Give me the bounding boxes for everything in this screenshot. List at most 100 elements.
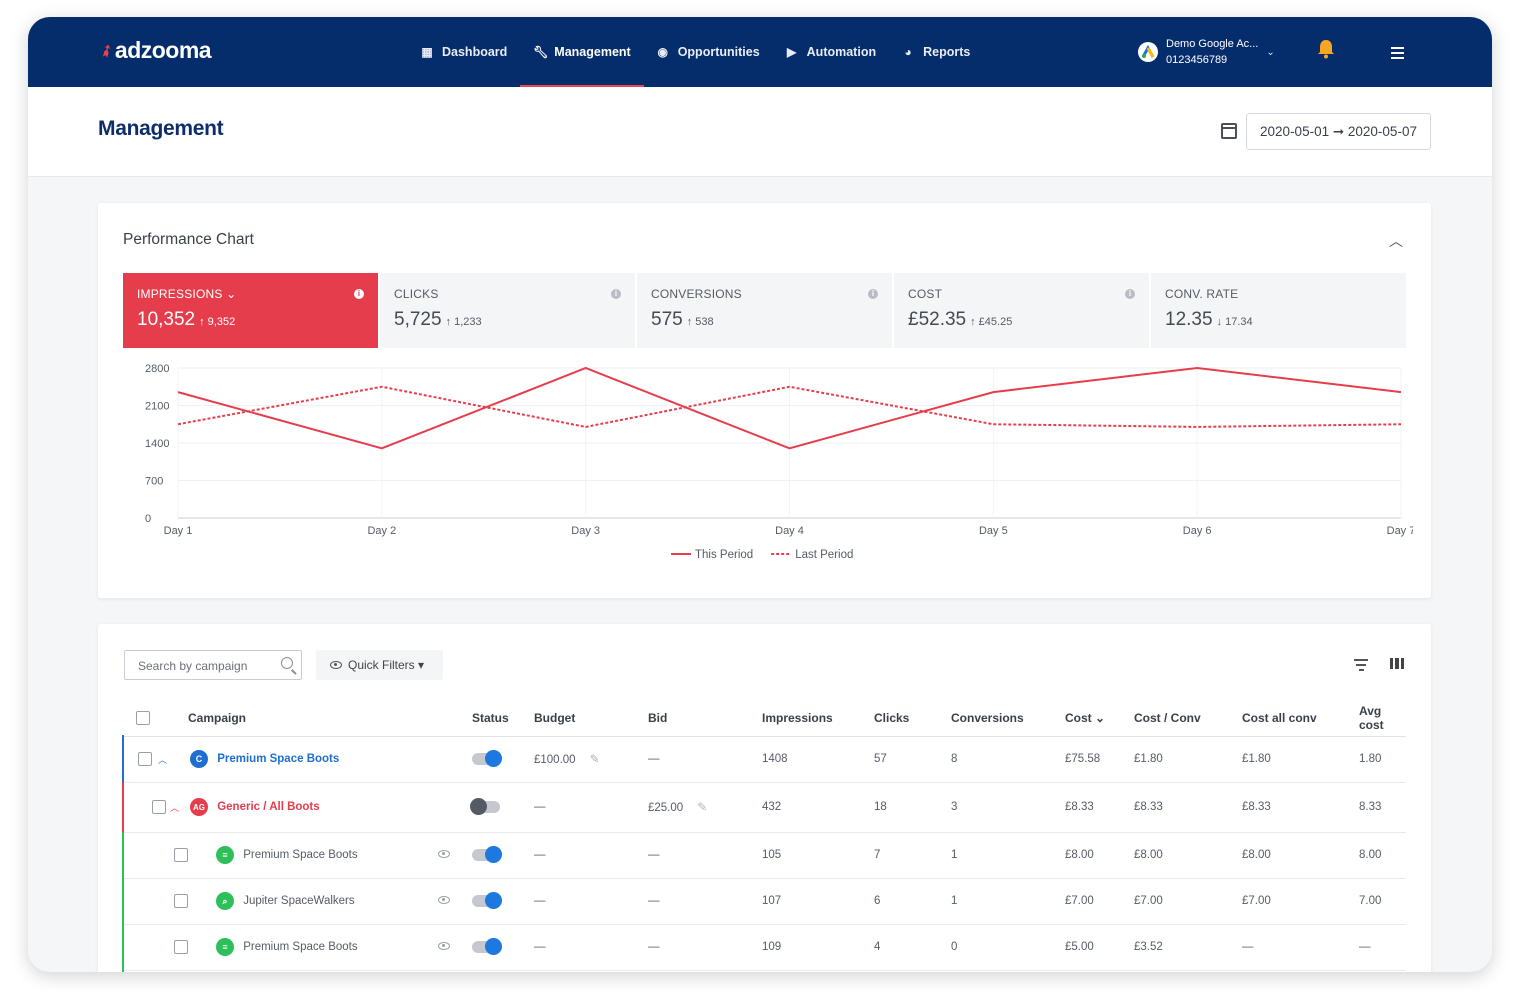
status-toggle[interactable] bbox=[472, 749, 502, 767]
campaign-search-input[interactable]: Search by campaign bbox=[124, 650, 302, 680]
adzooma-logo[interactable]: ➶ adzooma bbox=[97, 37, 212, 64]
hamburger-menu-icon[interactable] bbox=[1391, 47, 1404, 62]
calendar-icon[interactable] bbox=[1221, 123, 1237, 139]
metric-value: 12.35 bbox=[1165, 309, 1213, 330]
clicks-value: 4 bbox=[874, 924, 951, 971]
account-switcher[interactable]: Demo Google Ac... 0123456789 ⌄ bbox=[1138, 36, 1275, 68]
info-icon[interactable]: i bbox=[611, 289, 621, 299]
metric-tab-conversions[interactable]: CONVERSIONS 575 ↑ 538 i bbox=[637, 273, 894, 348]
keyword-name[interactable]: Premium Space Boots bbox=[243, 849, 358, 861]
adgroup-badge: AG bbox=[190, 798, 208, 816]
clicks-value: 6 bbox=[874, 878, 951, 925]
col-avg-cost[interactable]: Avg cost bbox=[1359, 700, 1406, 737]
col-status[interactable]: Status bbox=[472, 700, 534, 737]
logo-text: adzooma bbox=[114, 37, 212, 63]
metric-label: CONVERSIONS bbox=[651, 287, 742, 301]
cost-conv-value: £7.00 bbox=[1134, 878, 1242, 925]
col-bid[interactable]: Bid bbox=[648, 700, 762, 737]
notification-bell-icon[interactable] bbox=[1317, 39, 1337, 61]
campaign-name[interactable]: Premium Space Boots bbox=[217, 753, 340, 765]
nav-management[interactable]: 🔧︎ Management bbox=[520, 17, 645, 87]
cost-conv-value: £3.52 bbox=[1134, 924, 1242, 971]
col-impressions[interactable]: Impressions bbox=[762, 700, 874, 737]
nav-dashboard[interactable]: ▦ Dashboard bbox=[408, 17, 520, 87]
col-campaign[interactable]: Campaign bbox=[188, 700, 472, 737]
row-checkbox[interactable] bbox=[138, 752, 152, 766]
info-icon[interactable]: i bbox=[1125, 289, 1135, 299]
keyword-name[interactable]: Premium Space Boots bbox=[243, 941, 358, 953]
cost-value: £7.00 bbox=[1065, 878, 1134, 925]
col-conversions[interactable]: Conversions bbox=[951, 700, 1065, 737]
metric-label: CLICKS bbox=[394, 287, 439, 301]
status-toggle[interactable] bbox=[472, 845, 502, 863]
reports-icon: ◕ bbox=[904, 45, 912, 59]
bid-value: £25.00 bbox=[648, 802, 684, 814]
col-cost-all-conv[interactable]: Cost all conv bbox=[1242, 700, 1359, 737]
table-row[interactable]: ≡ Premium Space Boots — — 105 7 1 £8.00 … bbox=[124, 832, 1406, 879]
chevron-up-icon[interactable]: ︿ bbox=[158, 754, 168, 765]
table-row[interactable]: ≡ Premium Space Boots — — 109 4 0 £5.00 … bbox=[124, 924, 1406, 971]
campaign-table: Campaign Status Budget Bid Impressions C… bbox=[124, 700, 1406, 971]
nav-automation[interactable]: ▶ Automation bbox=[773, 17, 889, 87]
metric-label: COST bbox=[908, 287, 943, 301]
x-tick-label: Day 4 bbox=[775, 525, 804, 537]
keyword-badge: ⌕ bbox=[216, 892, 234, 910]
top-navbar: ➶ adzooma ▦ Dashboard 🔧︎ Management ◉ Op… bbox=[28, 17, 1492, 87]
chevron-up-icon[interactable]: ︿ bbox=[170, 802, 180, 813]
status-toggle[interactable] bbox=[470, 797, 500, 815]
conversions-value: 1 bbox=[951, 832, 1065, 879]
metric-tab-clicks[interactable]: CLICKS 5,725 ↑ 1,233 i bbox=[380, 273, 637, 348]
y-tick-label: 1400 bbox=[145, 438, 169, 450]
status-toggle[interactable] bbox=[472, 937, 502, 955]
pencil-icon[interactable]: ✎ bbox=[697, 800, 708, 814]
select-all-checkbox[interactable] bbox=[136, 711, 150, 726]
eye-icon[interactable] bbox=[438, 896, 450, 904]
date-range-picker[interactable]: 2020-05-01 ➞ 2020-05-07 bbox=[1246, 113, 1431, 150]
row-checkbox[interactable] bbox=[174, 848, 188, 862]
adgroup-name[interactable]: Generic / All Boots bbox=[217, 801, 320, 813]
metric-tab-conv-rate[interactable]: CONV. RATE 12.35 ↓ 17.34 bbox=[1151, 273, 1406, 348]
metric-value: 10,352 bbox=[137, 309, 196, 330]
quick-filters-button[interactable]: Quick Filters ▾ bbox=[316, 650, 443, 680]
bid-value: — bbox=[648, 878, 762, 925]
keyword-badge: ≡ bbox=[216, 938, 234, 956]
series-line-this-period bbox=[177, 366, 1402, 450]
nav-opportunities[interactable]: ◉ Opportunities bbox=[644, 17, 773, 87]
row-checkbox[interactable] bbox=[174, 894, 188, 908]
metric-label: CONV. RATE bbox=[1165, 287, 1239, 301]
row-checkbox[interactable] bbox=[174, 940, 188, 954]
table-row[interactable]: ︿ AG Generic / All Boots — £25.00 ✎ 432 1… bbox=[124, 782, 1406, 833]
rocket-icon: ➶ bbox=[96, 40, 117, 62]
status-toggle[interactable] bbox=[472, 891, 502, 909]
columns-icon[interactable] bbox=[1390, 658, 1404, 669]
table-row[interactable]: ︿ C Premium Space Boots £100.00 ✎ — 1408 … bbox=[124, 736, 1406, 783]
col-cost-per-conv[interactable]: Cost / Conv bbox=[1134, 700, 1242, 737]
info-icon[interactable]: i bbox=[868, 289, 878, 299]
info-icon[interactable]: i bbox=[354, 289, 364, 299]
metric-tab-cost[interactable]: COST £52.35 ↑ £45.25 i bbox=[894, 273, 1151, 348]
search-icon bbox=[281, 657, 293, 669]
metric-tab-impressions[interactable]: IMPRESSIONS ⌄ 10,352 ↑ 9,352 i bbox=[123, 273, 380, 348]
nav-reports[interactable]: ◕ Reports bbox=[889, 17, 983, 87]
col-cost[interactable]: Cost ⌄ bbox=[1065, 700, 1134, 737]
avg-cost-value: 1.80 bbox=[1359, 736, 1406, 783]
conversions-value: 1 bbox=[951, 878, 1065, 925]
cost-value: £8.00 bbox=[1065, 832, 1134, 879]
row-checkbox[interactable] bbox=[152, 800, 166, 814]
main-nav: ▦ Dashboard 🔧︎ Management ◉ Opportunitie… bbox=[408, 17, 983, 87]
eye-icon[interactable] bbox=[438, 942, 450, 950]
performance-line-chart: 2800 2100 1400 700 0 Day 1 Day 2 Day 3 Day 4 Day … bbox=[145, 363, 1413, 561]
chevron-up-icon[interactable]: ︿ bbox=[1389, 233, 1403, 249]
cost-conv-value: £8.33 bbox=[1134, 782, 1242, 833]
filter-icon[interactable] bbox=[1354, 659, 1368, 674]
conversions-value: 8 bbox=[951, 736, 1065, 783]
col-clicks[interactable]: Clicks bbox=[874, 700, 951, 737]
eye-icon[interactable] bbox=[438, 850, 450, 858]
impressions-value: 105 bbox=[762, 832, 874, 879]
x-tick-label: Day 5 bbox=[979, 525, 1008, 537]
col-budget[interactable]: Budget bbox=[534, 700, 648, 737]
table-row[interactable]: ⌕ Jupiter SpaceWalkers — — 107 6 1 £7.00… bbox=[124, 878, 1406, 925]
keyword-name[interactable]: Jupiter SpaceWalkers bbox=[243, 895, 355, 907]
clicks-value: 57 bbox=[874, 736, 951, 783]
pencil-icon[interactable]: ✎ bbox=[589, 752, 600, 766]
